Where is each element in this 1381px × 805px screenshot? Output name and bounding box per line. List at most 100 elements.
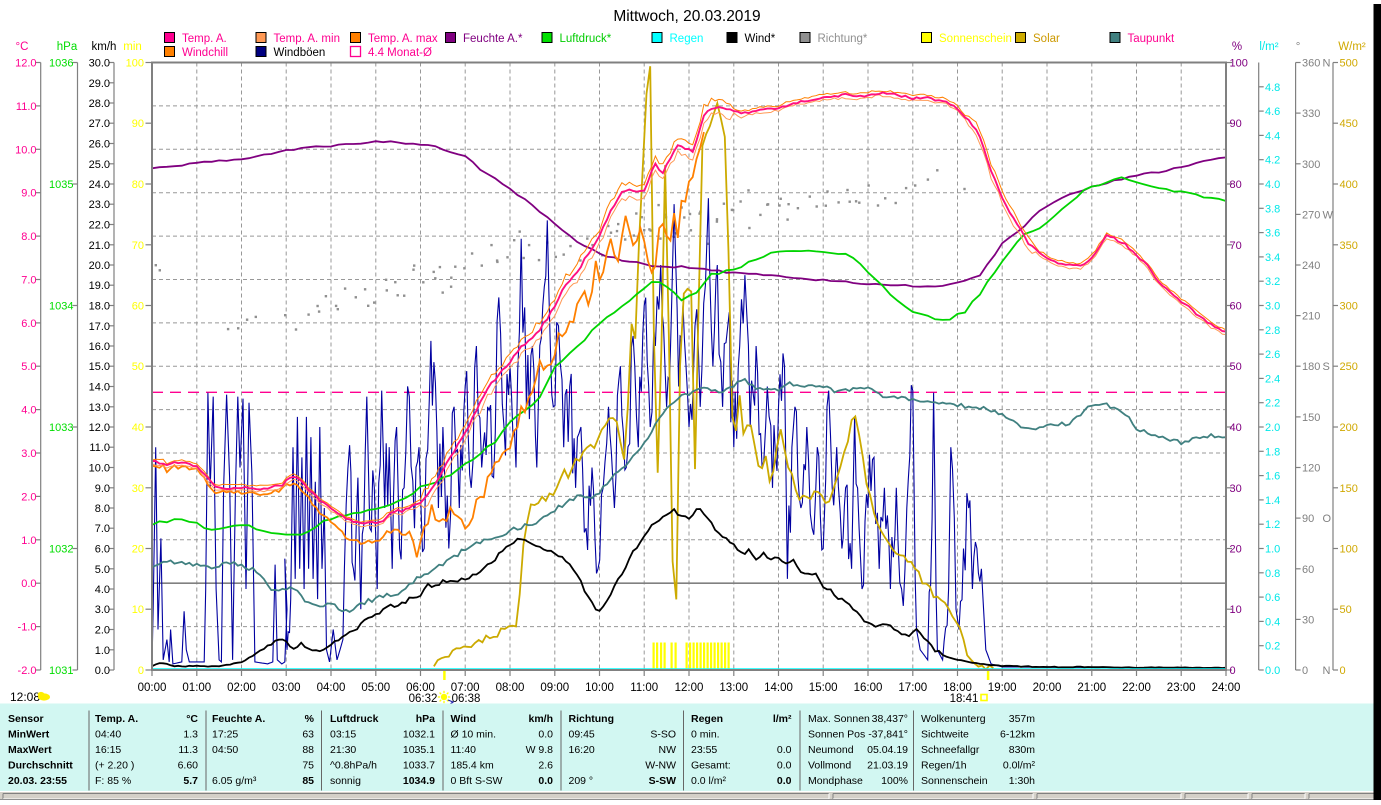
svg-text:1.0: 1.0 [95, 645, 110, 657]
svg-text:300: 300 [1340, 301, 1358, 313]
svg-text:Wind: Wind [451, 713, 477, 725]
svg-text:63: 63 [302, 729, 314, 741]
svg-text:85: 85 [302, 775, 314, 787]
svg-text:Vollmond: Vollmond [808, 760, 851, 772]
svg-text:Taupunkt: Taupunkt [1128, 33, 1175, 45]
svg-text:100: 100 [126, 58, 144, 70]
svg-text:0: 0 [1340, 665, 1346, 677]
svg-text:300: 300 [1302, 159, 1320, 171]
svg-text:4.8: 4.8 [1265, 82, 1280, 94]
svg-text:1034.9: 1034.9 [403, 775, 435, 787]
svg-text:N: N [1323, 665, 1331, 677]
svg-text:10.0: 10.0 [15, 144, 36, 156]
svg-text:^0.8hPa/h: ^0.8hPa/h [330, 760, 377, 772]
svg-text:23:55: 23:55 [691, 744, 717, 756]
svg-text:1035.1: 1035.1 [403, 744, 435, 756]
svg-text:W/m²: W/m² [1338, 41, 1366, 53]
svg-text:W: W [1323, 209, 1334, 221]
svg-text:Temp. A. min: Temp. A. min [274, 33, 340, 45]
svg-text:Luftdruck: Luftdruck [330, 713, 379, 725]
svg-text:1032.1: 1032.1 [403, 729, 435, 741]
svg-text:km/h: km/h [92, 41, 117, 53]
svg-text:3.0: 3.0 [21, 448, 36, 460]
svg-text:4.4: 4.4 [1265, 130, 1280, 142]
svg-text:Feuchte A.*: Feuchte A.* [463, 33, 523, 45]
svg-text:75: 75 [302, 760, 314, 772]
svg-text:05.04.19: 05.04.19 [867, 744, 908, 756]
svg-text:16.0: 16.0 [89, 341, 110, 353]
svg-text:hPa: hPa [57, 41, 78, 53]
svg-text:20.0: 20.0 [89, 260, 110, 272]
svg-text:W-NW: W-NW [645, 760, 676, 772]
svg-text:20: 20 [1230, 544, 1242, 556]
svg-text:NW: NW [659, 744, 677, 756]
svg-text:1034: 1034 [49, 301, 73, 313]
svg-text:38,437°: 38,437° [872, 713, 908, 725]
svg-text:5.0: 5.0 [21, 361, 36, 373]
svg-text:1032: 1032 [49, 544, 73, 556]
svg-text:22:00: 22:00 [1122, 682, 1151, 694]
svg-text:26.0: 26.0 [89, 139, 110, 151]
svg-text:Wind*: Wind* [745, 33, 776, 45]
svg-text:150: 150 [1302, 412, 1320, 424]
svg-text:5.0: 5.0 [95, 564, 110, 576]
svg-text:S-SO: S-SO [650, 729, 676, 741]
svg-text:1:30h: 1:30h [1009, 775, 1035, 787]
svg-text:209 °: 209 ° [569, 775, 594, 787]
svg-text:12:00: 12:00 [675, 682, 704, 694]
svg-text:3.4: 3.4 [1265, 252, 1280, 264]
svg-text:0: 0 [1302, 665, 1308, 677]
svg-text:13.0: 13.0 [89, 402, 110, 414]
svg-text:10.0: 10.0 [89, 463, 110, 475]
svg-text:500: 500 [1340, 58, 1358, 70]
svg-text:8.0: 8.0 [95, 503, 110, 515]
svg-text:11:00: 11:00 [630, 682, 658, 694]
svg-text:04:50: 04:50 [212, 744, 238, 756]
svg-text:03:00: 03:00 [272, 682, 301, 694]
svg-text:0.0: 0.0 [538, 729, 553, 741]
svg-text:150: 150 [1340, 483, 1358, 495]
svg-text:06:38: 06:38 [452, 693, 481, 705]
svg-text:10: 10 [132, 604, 144, 616]
svg-text:06:32: 06:32 [409, 693, 438, 705]
svg-text:29.0: 29.0 [89, 78, 110, 90]
svg-text:0.4: 0.4 [1265, 616, 1280, 628]
svg-text:Sichtweite: Sichtweite [921, 729, 969, 741]
svg-text:270: 270 [1302, 209, 1320, 221]
svg-text:2.6: 2.6 [1265, 349, 1280, 361]
svg-text:2.6: 2.6 [538, 760, 553, 772]
svg-text:0.0l/m²: 0.0l/m² [1003, 760, 1036, 772]
svg-text:16:20: 16:20 [569, 744, 595, 756]
svg-text:60: 60 [1302, 564, 1314, 576]
svg-text:16:00: 16:00 [854, 682, 883, 694]
svg-text:3.6: 3.6 [1265, 228, 1280, 240]
svg-text:6.05 g/m³: 6.05 g/m³ [212, 775, 257, 787]
svg-text:2.0: 2.0 [95, 625, 110, 637]
svg-text:23.0: 23.0 [89, 199, 110, 211]
svg-text:0.0: 0.0 [21, 578, 36, 590]
svg-text:3.8: 3.8 [1265, 203, 1280, 215]
svg-text:18:41: 18:41 [950, 693, 979, 705]
svg-text:05:00: 05:00 [361, 682, 390, 694]
svg-text:min: min [123, 41, 142, 53]
svg-text:100: 100 [1340, 544, 1358, 556]
svg-text:0.0: 0.0 [777, 775, 792, 787]
svg-text:180: 180 [1302, 361, 1320, 373]
svg-text:Windböen: Windböen [274, 47, 326, 59]
svg-text:70: 70 [132, 240, 144, 252]
svg-text:Max. Sonnen: Max. Sonnen [808, 713, 870, 725]
svg-text:12:08: 12:08 [10, 690, 40, 704]
svg-text:24:00: 24:00 [1212, 682, 1241, 694]
svg-text:9.0: 9.0 [95, 483, 110, 495]
svg-text:21:00: 21:00 [1077, 682, 1106, 694]
svg-text:100%: 100% [881, 775, 908, 787]
svg-text:09:45: 09:45 [569, 729, 595, 741]
svg-text:N: N [1323, 58, 1331, 70]
svg-text:11.0: 11.0 [16, 101, 37, 113]
svg-text:6.60: 6.60 [178, 760, 199, 772]
svg-text:11:40: 11:40 [451, 744, 477, 756]
svg-text:13:00: 13:00 [719, 682, 748, 694]
svg-text:19:00: 19:00 [988, 682, 1017, 694]
svg-text:210: 210 [1302, 311, 1320, 323]
svg-text:2.2: 2.2 [1265, 398, 1280, 410]
